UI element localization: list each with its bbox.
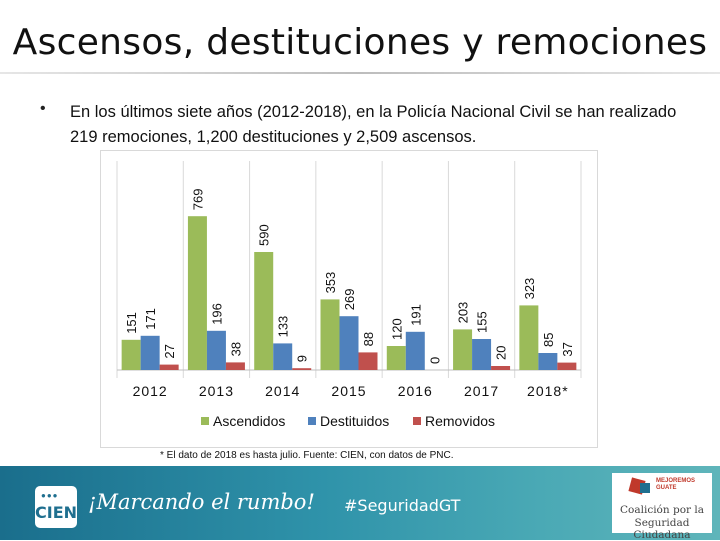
legend-swatch-ascendidos: [201, 417, 209, 425]
bullet-marker: •: [40, 100, 46, 117]
legend-swatch-removidos: [413, 417, 421, 425]
data-label: 769: [190, 188, 205, 210]
data-label: 0: [427, 357, 442, 364]
data-label: 37: [560, 342, 575, 356]
data-label: 133: [276, 316, 291, 338]
data-label: 323: [522, 278, 537, 300]
data-label: 120: [389, 318, 404, 340]
bar-ascendidos-2014: [254, 252, 274, 370]
bar-destituidos-2016: [405, 331, 425, 370]
data-label: 85: [541, 333, 556, 347]
x-tick-label: 2012: [133, 383, 168, 399]
title-divider: [0, 72, 720, 74]
x-tick-label: 2015: [331, 383, 366, 399]
legend-swatch-destituidos: [308, 417, 316, 425]
data-label: 590: [257, 224, 272, 246]
legend-label-removidos: Removidos: [425, 413, 495, 429]
bar-ascendidos-2013: [187, 216, 207, 370]
bar-chart: 151 171 27 2012 769 196 38 2013 590 133 9 2014 353 26…: [116, 161, 582, 429]
bar-ascendidos-2015: [320, 299, 340, 370]
footer-bar: [0, 466, 720, 540]
data-label: 88: [361, 332, 376, 346]
legend-label-ascendidos: Ascendidos: [213, 413, 285, 429]
bar-ascendidos-2016: [386, 346, 406, 370]
data-label: 203: [456, 302, 471, 324]
data-label: 191: [408, 304, 423, 326]
partner-name-line1: Coalición por la: [619, 504, 704, 516]
bar-ascendidos-2017: [453, 329, 473, 370]
partner-tag: MEJOREMOS GUATE: [656, 478, 696, 491]
bullet-text: En los últimos siete años (2012-2018), e…: [70, 103, 677, 146]
data-label: 353: [323, 272, 338, 294]
bar-removidos-2018: [557, 362, 577, 370]
data-label: 38: [228, 342, 243, 356]
data-label: 151: [124, 312, 139, 334]
chart-footnote: * El dato de 2018 es hasta julio. Fuente…: [160, 450, 454, 461]
bar-destituidos-2017: [472, 339, 492, 370]
x-tick-label: 2014: [265, 383, 300, 399]
data-label: 171: [143, 308, 158, 330]
x-tick-label: 2018*: [527, 383, 569, 399]
cien-logo: ●●● CIEN: [35, 486, 77, 528]
data-label: 20: [494, 346, 509, 360]
x-tick-label: 2016: [398, 383, 433, 399]
bar-removidos-2015: [358, 352, 378, 370]
x-tick-label: 2017: [464, 383, 499, 399]
bar-removidos-2012: [159, 364, 179, 370]
bar-ascendidos-2018: [519, 305, 539, 370]
slide-title: Ascensos, destituciones y remociones: [12, 22, 708, 63]
data-label: 196: [209, 303, 224, 325]
data-label: 27: [162, 344, 177, 358]
legend-label-destituidos: Destituidos: [320, 413, 389, 429]
bar-removidos-2013: [225, 362, 245, 370]
bar-destituidos-2012: [140, 335, 160, 370]
chart-frame: 151 171 27 2012 769 196 38 2013 590 133 9 2014 353 26…: [100, 150, 598, 448]
bar-destituidos-2014: [273, 343, 293, 370]
bar-destituidos-2013: [206, 330, 226, 370]
bar-removidos-2014: [292, 368, 312, 370]
bar-destituidos-2018: [538, 353, 558, 370]
partner-mark-icon-secondary: [640, 483, 650, 493]
bar-removidos-2017: [491, 366, 511, 370]
logo-dots: ●●●: [41, 491, 59, 500]
footer-tagline: ¡Marcando el rumbo!: [88, 490, 315, 514]
partner-name-line2: Seguridad Ciudadana: [633, 517, 691, 541]
bar-destituidos-2015: [339, 316, 359, 370]
x-tick-label: 2013: [199, 383, 234, 399]
data-label: 9: [295, 355, 310, 362]
data-label: 155: [475, 311, 490, 333]
partner-logo: MEJOREMOS GUATE Coalición por la Segurid…: [612, 473, 712, 541]
data-label: 269: [342, 288, 357, 310]
logo-text: CIEN: [35, 503, 78, 522]
bar-ascendidos-2012: [121, 339, 141, 370]
footer-hashtag: #SeguridadGT: [344, 496, 461, 515]
